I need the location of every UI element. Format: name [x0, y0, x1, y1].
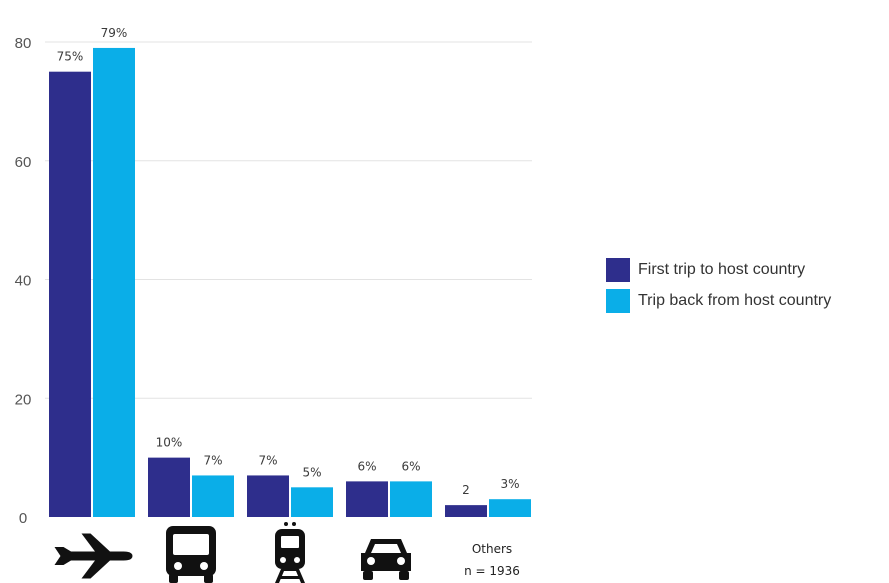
bus-icon [166, 526, 216, 583]
bar-value-labels: 75% 79% 10% 7% 7% 5% 6% 6% 2 3% [57, 26, 520, 497]
legend-item-trip-back: Trip back from host country [606, 289, 831, 313]
train-icon [275, 522, 305, 583]
legend-label-trip-back: Trip back from host country [638, 292, 832, 309]
data-label-train-series-2: 5% [302, 465, 321, 479]
data-label-car-series-1: 6% [357, 459, 376, 473]
bar-others-series-2 [489, 499, 531, 517]
bar-bus-series-2 [192, 475, 234, 517]
data-label-plane-series-2: 79% [101, 26, 128, 40]
category-label-others: Others [472, 542, 512, 556]
y-axis-ticks: 0 20 40 60 80 [15, 35, 32, 527]
bar-train-series-1 [247, 475, 289, 517]
bar-car-series-2 [390, 481, 432, 517]
bar-car-series-1 [346, 481, 388, 517]
legend-swatch-first-trip [606, 258, 630, 282]
data-label-bus-series-1: 10% [156, 436, 183, 450]
bar-plane-series-2 [93, 47, 135, 517]
y-tick-label-40: 40 [15, 273, 32, 290]
bar-plane-series-1 [49, 71, 91, 517]
bars [49, 47, 531, 517]
data-label-car-series-2: 6% [401, 459, 420, 473]
y-tick-label-60: 60 [15, 154, 32, 171]
y-tick-label-20: 20 [15, 391, 32, 408]
bar-bus-series-1 [148, 457, 190, 517]
bar-others-series-1 [445, 505, 487, 517]
y-tick-label-0: 0 [19, 510, 27, 527]
bar-train-series-2 [291, 487, 333, 517]
data-label-train-series-1: 7% [258, 453, 277, 467]
legend-label-first-trip: First trip to host country [638, 261, 806, 278]
legend: First trip to host country Trip back fro… [606, 258, 831, 320]
sample-size-label: n = 1936 [464, 564, 520, 578]
legend-item-first-trip: First trip to host country [606, 258, 831, 282]
legend-swatch-trip-back [606, 289, 630, 313]
car-icon [361, 539, 411, 580]
data-label-bus-series-2: 7% [203, 453, 222, 467]
data-label-plane-series-1: 75% [57, 50, 84, 64]
y-tick-label-80: 80 [15, 35, 32, 52]
plane-icon [54, 533, 133, 579]
data-label-others-series-1: 2 [462, 483, 470, 497]
data-label-others-series-2: 3% [500, 477, 519, 491]
category-axis: Others n = 1936 [54, 522, 520, 583]
